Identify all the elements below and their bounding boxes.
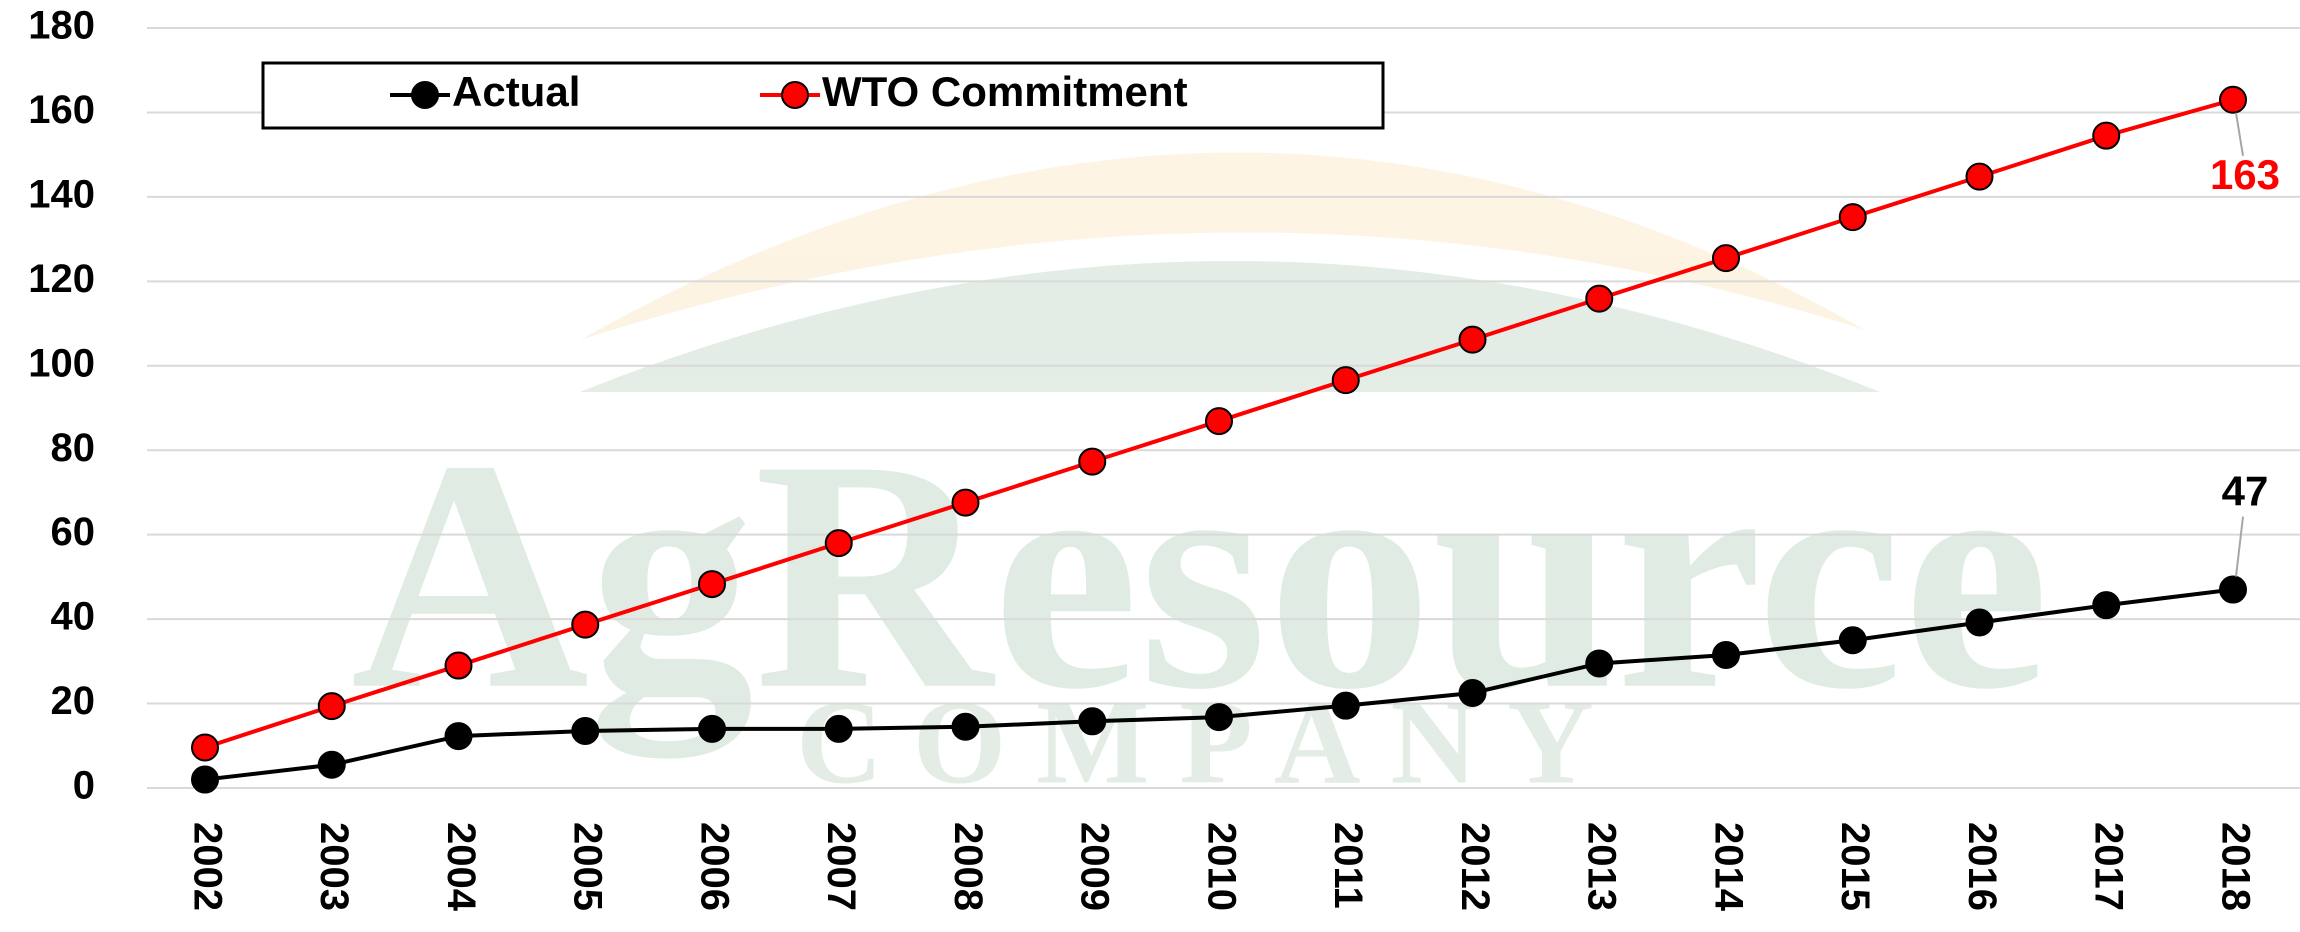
marker [192,734,218,760]
chart: AgResource COMPANY 020406080100120140160… [0,0,2300,932]
marker [1840,627,1866,653]
marker [699,571,725,597]
marker [2220,577,2246,603]
legend-label: Actual [452,68,580,115]
x-tick-label: 2006 [692,822,736,911]
marker [1079,708,1105,734]
x-tick-label: 2018 [2213,822,2257,911]
legend-marker [782,82,808,108]
x-tick-label: 2013 [1580,822,1624,911]
marker [2093,123,2119,149]
marker [1079,449,1105,475]
data-label: 47 [2222,468,2269,515]
marker [319,693,345,719]
x-tick-label: 2005 [566,822,610,911]
x-tick-label: 2009 [1073,822,1117,911]
marker [826,716,852,742]
marker [1713,642,1739,668]
x-tick-label: 2017 [2087,822,2131,911]
x-tick-label: 2012 [1453,822,1497,911]
marker [1333,693,1359,719]
data-label: 163 [2210,151,2280,198]
marker [319,752,345,778]
page: AgResource COMPANY 020406080100120140160… [0,0,2300,932]
marker [1460,680,1486,706]
y-tick-label: 40 [51,595,96,639]
marker [1206,704,1232,730]
x-tick-label: 2014 [1706,822,1750,912]
y-tick-label: 80 [51,426,96,470]
y-tick-label: 0 [73,764,95,808]
marker [572,612,598,638]
marker [2093,592,2119,618]
leader-line [2236,113,2243,156]
y-tick-label: 120 [28,257,95,301]
marker [1460,327,1486,353]
marker [192,767,218,793]
marker [1586,286,1612,312]
marker [1206,408,1232,434]
marker [1840,204,1866,230]
x-tick-label: 2016 [1960,822,2004,911]
marker [699,716,725,742]
marker [2220,87,2246,113]
x-tick-label: 2015 [1833,822,1877,911]
marker [1333,367,1359,393]
marker [572,718,598,744]
x-tick-label: 2008 [946,822,990,911]
y-tick-label: 140 [28,172,95,216]
marker [953,490,979,516]
legend: Actual WTO Commitment [263,63,1383,128]
marker [446,653,472,679]
x-tick-label: 2010 [1199,822,1243,911]
x-tick-label: 2002 [185,822,229,911]
x-tick-label: 2003 [312,822,356,911]
y-tick-label: 20 [51,679,96,723]
y-tick-label: 100 [28,341,95,385]
marker [953,714,979,740]
y-tick-label: 160 [28,88,95,132]
marker [1967,609,1993,635]
y-tick-label: 60 [51,510,96,554]
marker [1967,164,1993,190]
x-tick-label: 2004 [439,822,483,912]
legend-label: WTO Commitment [822,68,1188,115]
leader-line [2236,517,2243,577]
x-tick-label: 2011 [1326,822,1370,909]
y-tick-label: 180 [28,4,95,48]
marker [1713,245,1739,271]
x-tick-label: 2007 [819,822,863,911]
marker [826,530,852,556]
marker [446,723,472,749]
legend-marker [412,82,438,108]
marker [1586,650,1612,676]
